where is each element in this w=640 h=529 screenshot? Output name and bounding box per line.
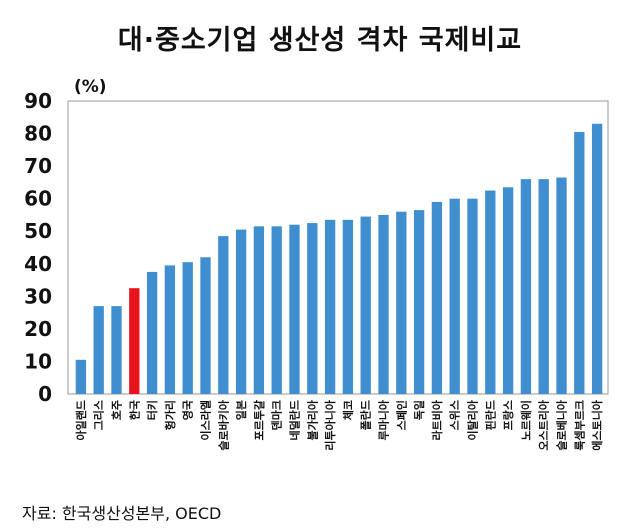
x-tick-label: 그리스 [92, 400, 106, 430]
x-tick-label: 덴마크 [270, 400, 284, 430]
bar-덴마크 [271, 226, 282, 394]
bar-호주 [111, 306, 122, 394]
x-tick-label: 영국 [182, 400, 195, 420]
bar-루마니아 [378, 214, 389, 394]
source-note: 자료: 한국생산성본부, OECD [22, 504, 222, 523]
x-tick-label: 핀란드 [483, 400, 497, 430]
y-tick-label: 40 [24, 252, 52, 276]
y-tick-label: 30 [24, 284, 52, 308]
y-tick-label: 90 [24, 89, 52, 113]
bar-이스라엘 [200, 257, 211, 394]
x-tick-label: 에스토니아 [590, 399, 604, 450]
x-tick-label: 리투아니아 [323, 399, 337, 450]
bar-오스트리아 [538, 179, 549, 394]
plot-frame [67, 100, 609, 395]
chart-title: 대·중소기업 생산성 격차 국제비교 [117, 25, 523, 56]
bar-한국 [129, 288, 140, 394]
x-tick-label: 한국 [127, 400, 141, 420]
y-tick-label: 70 [24, 154, 52, 178]
x-tick-label: 불가리아 [305, 399, 319, 440]
x-tick-label: 호주 [110, 400, 124, 420]
x-tick-label: 오스트리아 [537, 399, 551, 450]
bar-독일 [413, 210, 425, 394]
x-tick-label: 체코 [341, 400, 355, 420]
x-tick-label: 이스라엘 [199, 400, 213, 440]
x-tick-label: 폴란드 [359, 400, 373, 430]
bar-리투아니아 [324, 219, 336, 394]
x-tick-label: 노르웨이 [519, 400, 533, 440]
x-tick-label: 독일 [412, 400, 426, 420]
x-tick-label: 네덜란드 [288, 400, 302, 440]
y-tick-label: 10 [24, 349, 52, 373]
bar-chart: 0 10 20 30 40 50 60 70 80 90 아일랜드 그리스 호주 한국 터키 헝가리 영국 이스라… [24, 89, 609, 451]
x-tick-label: 라트비아 [430, 399, 444, 440]
y-axis-unit-label: (%) [74, 77, 107, 97]
bar-슬로바키아 [218, 236, 229, 394]
x-tick-label: 터키 [145, 400, 159, 420]
bar-에스토니아 [591, 123, 603, 394]
x-tick-label: 슬로바키아 [216, 399, 230, 450]
bar-헝가리 [164, 265, 176, 394]
x-tick-label: 일본 [234, 400, 248, 420]
x-tick-label: 헝가리 [163, 400, 177, 430]
y-tick-label: 20 [24, 317, 52, 341]
bar-프랑스 [502, 187, 514, 394]
bar-일본 [235, 229, 247, 394]
y-tick-label: 50 [24, 219, 52, 243]
x-tick-label: 프랑스 [502, 400, 515, 430]
bar-룩셈부르크 [574, 131, 585, 394]
bar-스위스 [449, 198, 460, 394]
y-tick-label: 80 [24, 122, 52, 146]
bar-폴란드 [360, 216, 371, 394]
x-tick-label: 슬로베니아 [555, 399, 569, 450]
x-tick-label: 루마니아 [377, 399, 391, 440]
bar-노르웨이 [520, 179, 532, 394]
x-tick-label: 포르투갈 [252, 400, 266, 440]
bar-이탈리아 [467, 198, 478, 394]
bar-네덜란드 [289, 224, 300, 394]
bar-스페인 [396, 211, 407, 394]
x-tick-label: 아일랜드 [74, 400, 88, 440]
bar-슬로베니아 [556, 177, 567, 394]
bar-핀란드 [485, 190, 496, 394]
bar-터키 [146, 271, 158, 394]
y-tick-label: 60 [24, 187, 52, 211]
bar-아일랜드 [75, 359, 87, 394]
y-tick-label: 0 [38, 382, 52, 406]
bar-불가리아 [307, 223, 318, 394]
bar-라트비아 [431, 201, 443, 394]
x-tick-label: 스위스 [449, 400, 462, 430]
bar-포르투갈 [253, 226, 265, 394]
x-tick-label: 스페인 [394, 400, 408, 430]
bar-영국 [182, 262, 193, 394]
bar-그리스 [93, 306, 104, 394]
x-tick-label: 이탈리아 [466, 399, 480, 440]
bar-체코 [342, 219, 354, 394]
x-tick-label: 룩셈부르크 [572, 400, 586, 451]
